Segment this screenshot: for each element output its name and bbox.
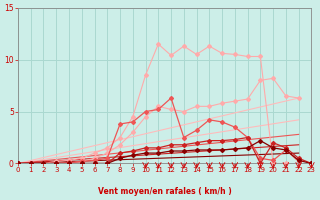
X-axis label: Vent moyen/en rafales ( km/h ): Vent moyen/en rafales ( km/h ) [98,187,232,196]
